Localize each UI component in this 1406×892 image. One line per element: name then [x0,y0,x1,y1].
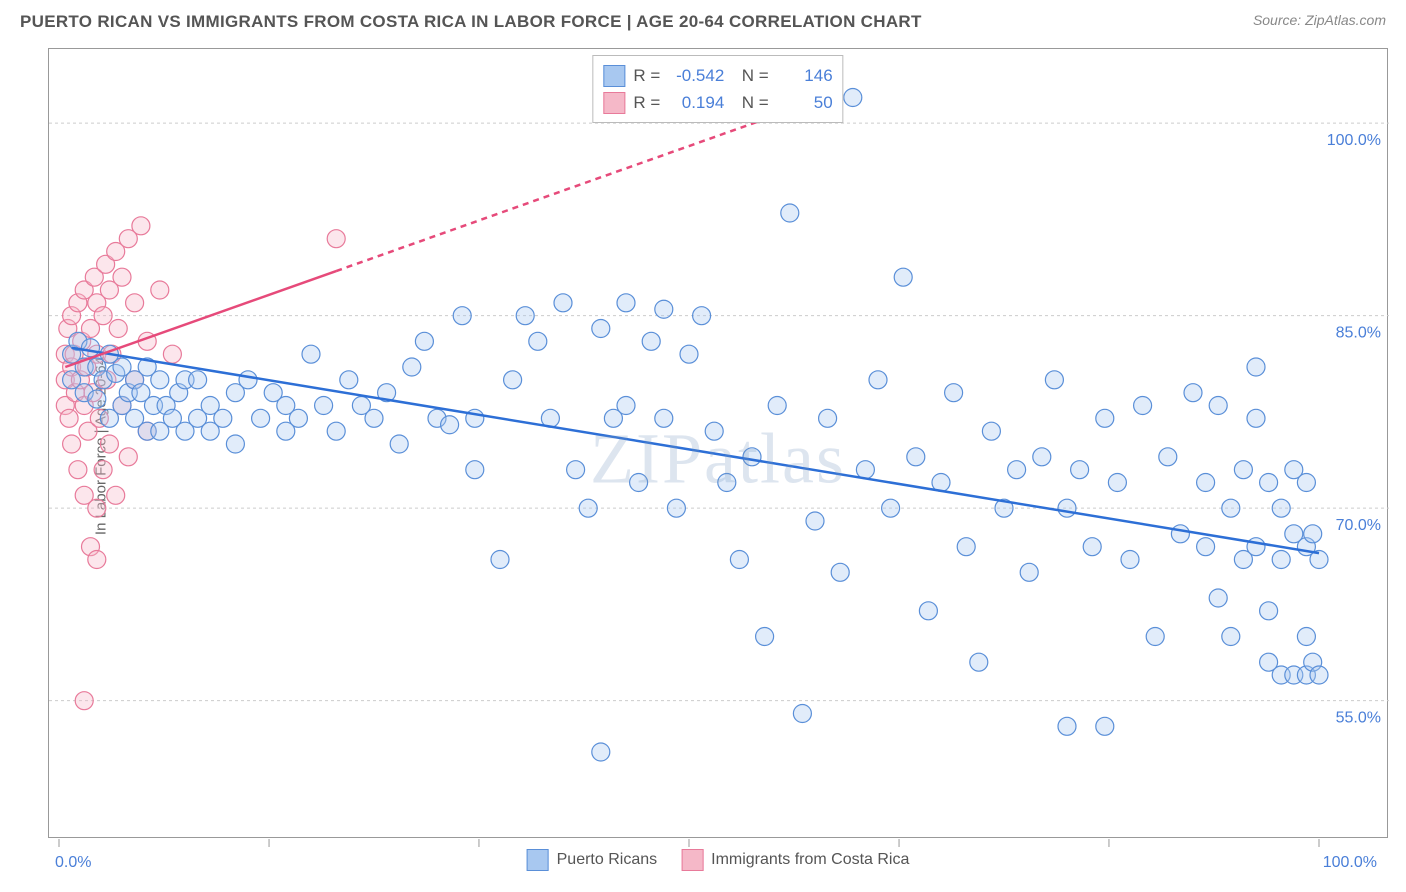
legend-swatch-cr-bottom [681,849,703,871]
legend-r-label: R = [633,62,660,89]
legend-item-pr: Puerto Ricans [527,849,658,871]
legend-r-label: R = [633,89,660,116]
legend-n-cr: 50 [777,89,833,116]
legend-r-cr: 0.194 [668,89,724,116]
legend-row-cr: R = 0.194 N = 50 [603,89,832,116]
svg-text:55.0%: 55.0% [1336,710,1381,727]
legend-n-pr: 146 [777,62,833,89]
chart-area: 55.0%70.0%85.0%100.0%0.0%100.0% ZIPatlas… [48,48,1388,838]
legend-n-label: N = [732,62,768,89]
chart-title: PUERTO RICAN VS IMMIGRANTS FROM COSTA RI… [20,12,922,32]
series-legend: Puerto Ricans Immigrants from Costa Rica [527,849,910,871]
chart-header: PUERTO RICAN VS IMMIGRANTS FROM COSTA RI… [0,0,1406,40]
legend-swatch-cr [603,92,625,114]
chart-source: Source: ZipAtlas.com [1253,12,1386,28]
legend-label-cr: Immigrants from Costa Rica [711,851,909,869]
correlation-legend: R = -0.542 N = 146 R = 0.194 N = 50 [592,55,843,123]
legend-r-pr: -0.542 [668,62,724,89]
legend-item-cr: Immigrants from Costa Rica [681,849,909,871]
scatter-plot-svg: 55.0%70.0%85.0%100.0%0.0%100.0% [49,49,1387,837]
legend-label-pr: Puerto Ricans [557,851,658,869]
legend-swatch-pr-bottom [527,849,549,871]
legend-row-pr: R = -0.542 N = 146 [603,62,832,89]
legend-n-label: N = [732,89,768,116]
svg-text:0.0%: 0.0% [55,854,91,871]
svg-text:100.0%: 100.0% [1323,854,1377,871]
svg-text:70.0%: 70.0% [1336,517,1381,534]
svg-text:100.0%: 100.0% [1327,132,1381,149]
svg-text:85.0%: 85.0% [1336,325,1381,342]
legend-swatch-pr [603,65,625,87]
